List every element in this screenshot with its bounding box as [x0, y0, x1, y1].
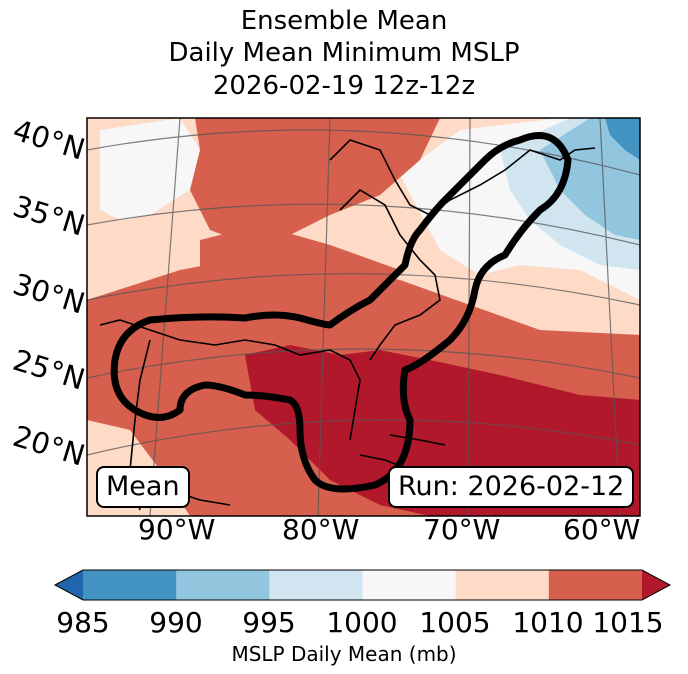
lon-label-80: 80°W [282, 513, 360, 546]
title-line-1: Ensemble Mean [240, 6, 448, 36]
title-line-3: 2026-02-19 12z-12z [212, 71, 476, 101]
lon-label-70: 70°W [423, 513, 501, 546]
colorbar-tick-1005: 1005 [419, 606, 491, 639]
colorbar-tick-995: 995 [242, 606, 296, 639]
colorbar-segment-5 [548, 570, 643, 600]
colorbar-tick-1010: 1010 [512, 606, 584, 639]
colorbar-segment-0 [83, 570, 177, 600]
colorbar-tick-985: 985 [56, 606, 110, 639]
run-date-annotation-box: Run: 2026-02-12 [388, 466, 635, 508]
probability-outline [110, 132, 572, 493]
colorbar-tick-1015: 1015 [592, 606, 664, 639]
colorbar-segment-2 [269, 570, 363, 600]
colorbar-segment-4 [455, 570, 550, 600]
pressure-field-1010-1015-gulf-coast [200, 225, 400, 300]
lon-label-90: 90°W [138, 513, 216, 546]
colorbar-tick-990: 990 [149, 606, 203, 639]
colorbar-extend-low [55, 570, 83, 600]
pressure-field-985-990 [605, 118, 640, 160]
lon-label-60: 60°W [563, 513, 641, 546]
colorbar-label: MSLP Daily Mean (mb) [231, 642, 457, 666]
mean-annotation-box: Mean [96, 466, 190, 508]
colorbar-outline [53, 569, 672, 601]
colorbar-tick-1000: 1000 [326, 606, 398, 639]
title-line-2: Daily Mean Minimum MSLP [168, 38, 520, 68]
colorbar-segment-1 [176, 570, 270, 600]
colorbar-extend-high [642, 570, 670, 600]
map-border [86, 117, 641, 517]
colorbar-segment-3 [362, 570, 457, 600]
